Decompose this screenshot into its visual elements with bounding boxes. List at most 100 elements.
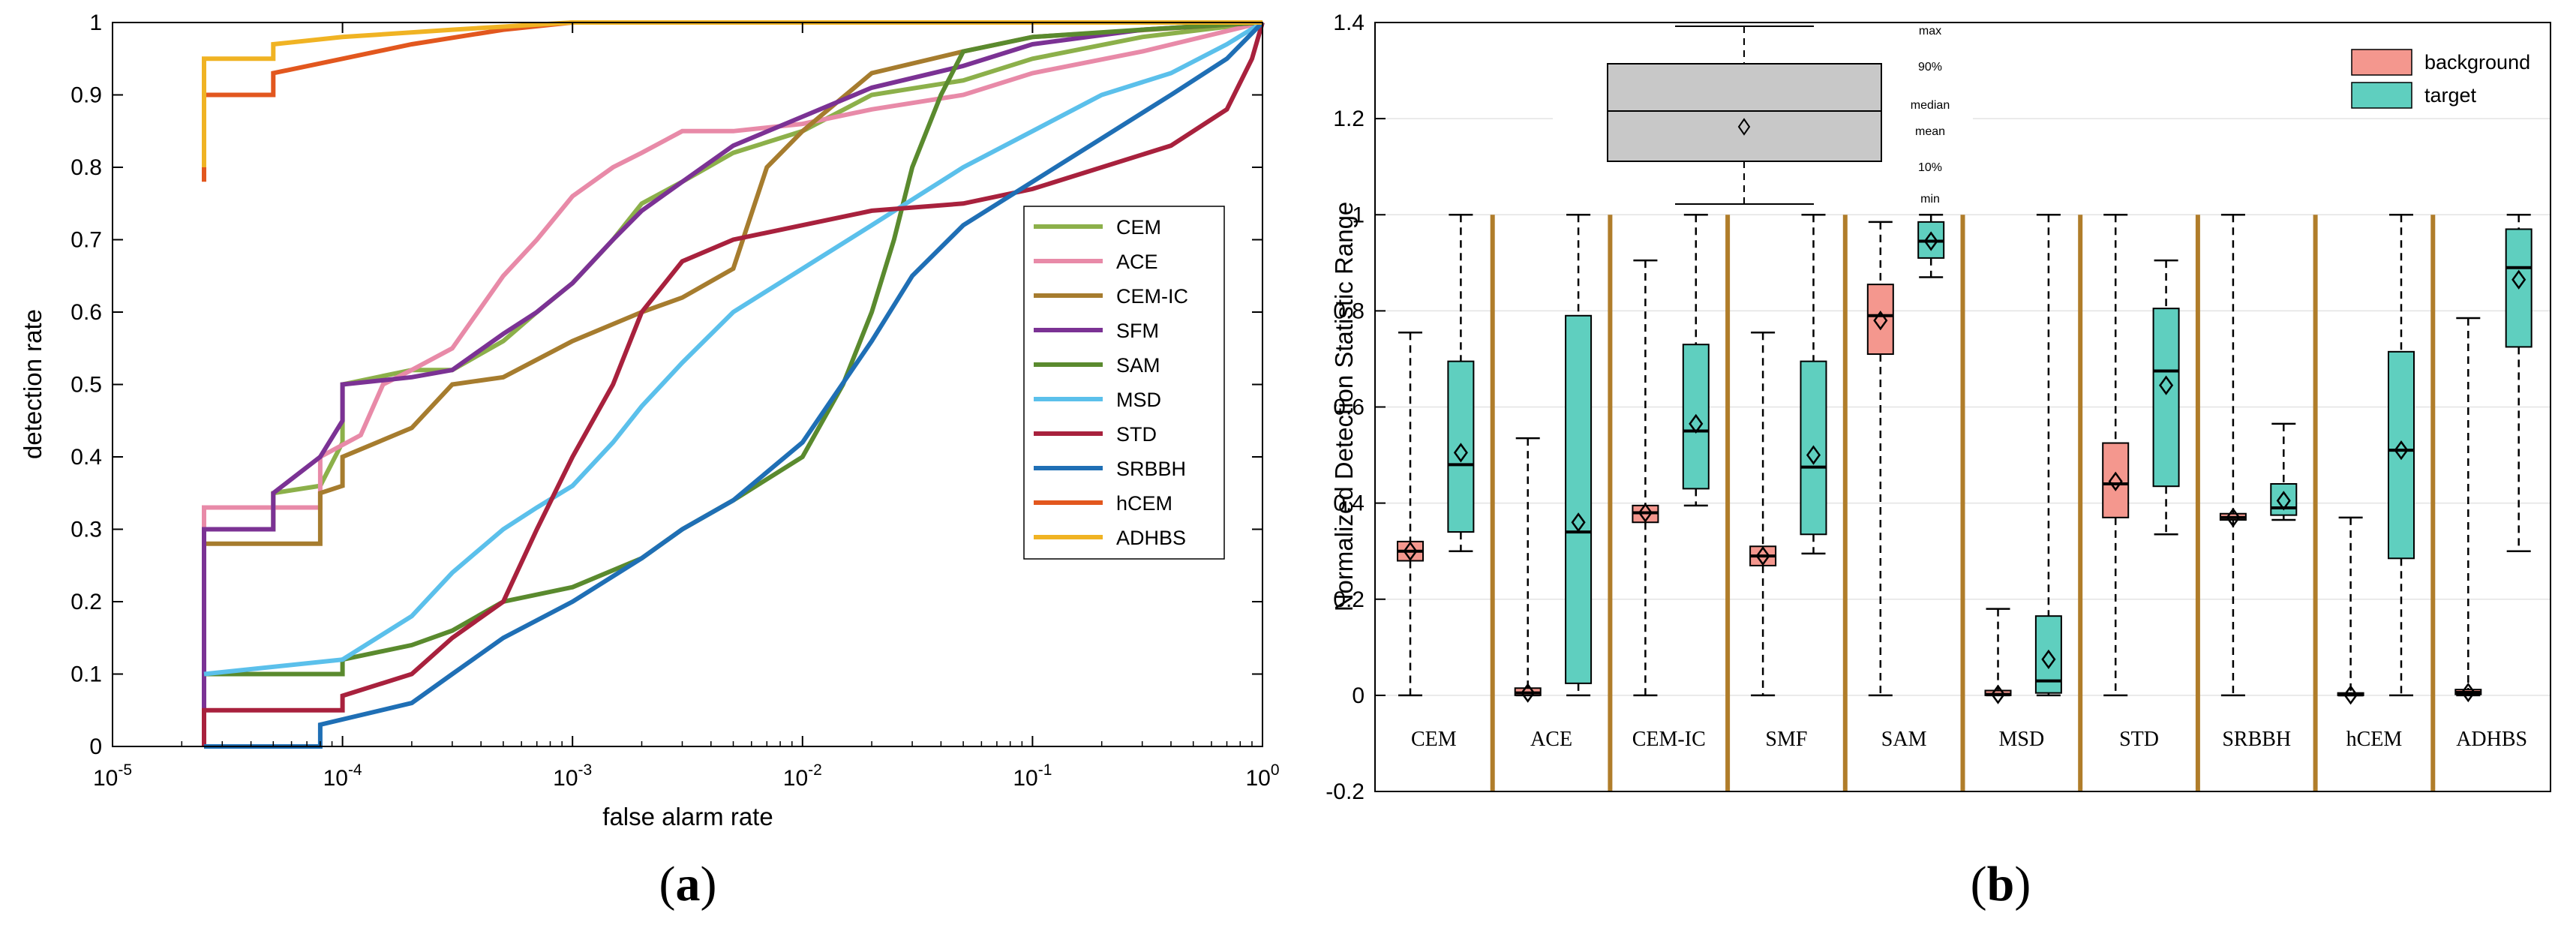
y-tick-label: 0.1 — [71, 662, 102, 687]
panel-b-separators — [1490, 215, 2436, 791]
series-line-sfm — [202, 20, 1263, 746]
series-line-sam — [204, 20, 1263, 677]
x-tick-label: 10-2 — [783, 761, 822, 791]
mean-marker — [2394, 440, 2409, 461]
box-body — [2152, 308, 2180, 488]
panel-b-key-label-min: min — [1920, 193, 1940, 206]
category-label-srbbh: SRBBH — [2222, 728, 2291, 751]
mean-marker — [2108, 471, 2123, 491]
box-target-msd — [2034, 214, 2062, 697]
mean-marker — [2159, 375, 2174, 395]
legend-label-sfm: SFM — [1116, 320, 1159, 342]
box-target-sam — [1917, 214, 1945, 278]
panel-a-label-open: ( — [659, 857, 676, 911]
box-background-msd — [1984, 608, 2012, 704]
y-tick-label: 1 — [89, 11, 102, 35]
panel-b-key-label-10: 10% — [1918, 161, 1942, 174]
box-background-smf — [1749, 331, 1777, 697]
panel-a-y-axis-label: detection rate — [19, 309, 47, 459]
panel-a: 10-5 10-4 10-3 10-2 10-1 100 00.10.20.30.40.5… — [19, 11, 1280, 911]
panel-b-label-letter: b — [1987, 857, 2015, 911]
category-label-hcem: hCEM — [2346, 728, 2403, 751]
mean-marker — [1521, 683, 1536, 703]
legend-label-cem: CEM — [1116, 216, 1161, 239]
box-target-cem-ic — [1682, 214, 1710, 507]
series-line-ace — [202, 20, 1263, 689]
mean-marker — [2276, 491, 2291, 511]
panel-b-key-mean-marker — [1737, 118, 1751, 136]
panel-b-key: max 90% median mean 10% min — [1553, 23, 1973, 206]
panel-b-key-label-median: median — [1911, 99, 1950, 112]
y-tick-label: 0.8 — [1333, 299, 1365, 323]
panel-b-y-axis-label: Normalized Detection Statistic Range — [1330, 202, 1358, 612]
mean-marker — [2511, 269, 2526, 290]
series-line-srbbh — [204, 20, 1265, 749]
panel-a-legend-items: CEM ACE CEM-IC SFM SAM MSD STD SRBBH hCEM ADHBS — [1034, 216, 1188, 549]
mean-marker — [1638, 503, 1653, 523]
mean-marker — [2041, 649, 2056, 669]
panel-b-legend-target-swatch — [2351, 82, 2412, 109]
panel-a-legend: CEM ACE CEM-IC SFM SAM MSD STD SRBBH hCEM ADHBS — [1023, 206, 1225, 560]
y-tick-label: 0 — [89, 734, 102, 759]
x-tick-base: 10 — [323, 766, 348, 791]
panel-b-label-open: ( — [1971, 857, 1987, 911]
box-target-hcem — [2387, 214, 2415, 697]
mean-marker — [1990, 684, 2006, 704]
mean-marker — [1453, 443, 1468, 463]
panel-b-legend-background-swatch — [2351, 49, 2412, 76]
legend-label-sam: SAM — [1116, 354, 1160, 377]
box-background-hcem — [2337, 516, 2364, 705]
category-label-msd: MSD — [1998, 728, 2044, 751]
x-tick-base: 10 — [1245, 766, 1270, 791]
panel-b-key-box — [1607, 63, 1882, 162]
box-body — [2505, 228, 2532, 348]
y-tick-label: 0.8 — [71, 155, 102, 180]
category-label-sam: SAM — [1881, 728, 1927, 751]
category-label-std: STD — [2119, 728, 2159, 751]
y-tick-label: 0 — [1352, 683, 1365, 708]
legend-label-srbbh: SRBBH — [1116, 458, 1186, 480]
box-body — [2387, 350, 2415, 560]
panel-b-boxes — [1397, 214, 2532, 705]
box-target-srbbh — [2270, 422, 2298, 521]
y-tick-label: 0.6 — [1333, 395, 1365, 420]
legend-label-cem-ic: CEM-IC — [1116, 285, 1188, 308]
box-body — [1565, 314, 1593, 684]
y-tick-label: 0.6 — [71, 300, 102, 325]
series-line-msd — [203, 20, 1264, 677]
panel-b-label: (b) — [1971, 857, 2031, 911]
panel-b-legend-target-label: target — [2424, 84, 2477, 107]
panel-a-label: (a) — [659, 857, 717, 911]
y-tick-label: 0.4 — [71, 445, 102, 470]
panel-b-category-labels: CEM ACE CEM-IC SMF SAM MSD STD SRBBH hCEM ADHBS — [1411, 728, 2527, 751]
panel-a-legend-box — [1023, 206, 1225, 560]
mean-marker — [2460, 682, 2475, 703]
panel-a-label-close: ) — [701, 857, 717, 911]
panel-b-key-label-mean: mean — [1915, 125, 1945, 138]
legend-label-msd: MSD — [1116, 389, 1161, 411]
y-tick-label: 1 — [1352, 203, 1365, 227]
category-label-cem-ic: CEM-IC — [1632, 728, 1706, 751]
x-tick-label: 10-3 — [553, 761, 592, 791]
y-tick-label: 0.7 — [71, 228, 102, 253]
x-tick-base: 10 — [1013, 766, 1037, 791]
x-tick-exponent: -2 — [808, 761, 822, 779]
mean-marker — [1873, 311, 1888, 331]
mean-marker — [1689, 413, 1704, 434]
panel-b-key-label-max: max — [1919, 25, 1941, 38]
mean-marker — [1806, 445, 1821, 465]
mean-marker — [2343, 685, 2358, 705]
mean-marker — [2226, 507, 2241, 527]
x-tick-base: 10 — [93, 766, 118, 791]
legend-label-hcem: hCEM — [1116, 492, 1172, 515]
panel-a-y-ticks: 0 0.1 0.2 0.3 0.4 0.5 0.6 0.7 0.8 0.9 1 — [71, 11, 1262, 759]
y-tick-label: 0.5 — [71, 373, 102, 398]
category-label-smf: SMF — [1765, 728, 1807, 751]
x-tick-label: 100 — [1245, 761, 1279, 791]
series-line-std — [202, 22, 1265, 746]
y-tick-label: 0.2 — [1333, 587, 1365, 612]
category-label-ace: ACE — [1530, 728, 1572, 751]
series-line-cem-ic — [202, 20, 1263, 696]
legend-label-adhbs: ADHBS — [1116, 527, 1186, 549]
